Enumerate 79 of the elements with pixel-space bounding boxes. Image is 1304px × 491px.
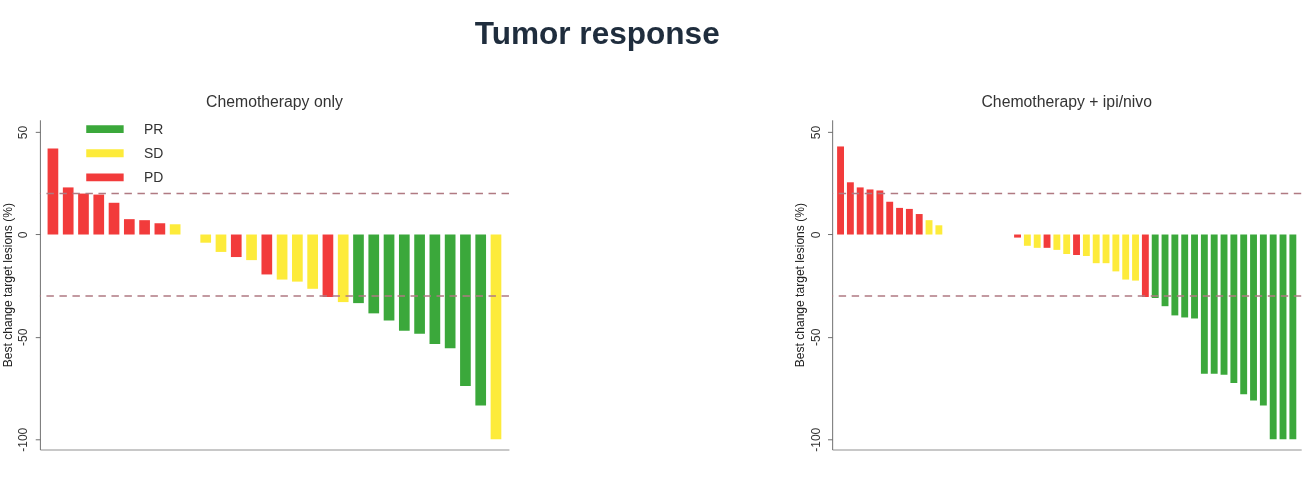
bar: [1073, 234, 1080, 255]
bar: [383, 234, 395, 321]
bar: [905, 208, 913, 235]
bar: [1240, 234, 1248, 395]
bar: [1132, 234, 1139, 281]
bar: [1023, 234, 1031, 246]
bar: [154, 223, 166, 235]
y-tick-label: 50: [808, 125, 823, 140]
bar: [475, 234, 487, 406]
chart-title: Chemotherapy + ipi/nivo: [981, 92, 1153, 110]
bar: [1082, 234, 1090, 257]
y-tick-label: 0: [808, 231, 823, 239]
bar: [837, 146, 844, 235]
bar: [896, 207, 903, 235]
bar: [414, 234, 425, 334]
bar: [307, 234, 318, 289]
bar: [62, 187, 74, 235]
bar: [1112, 234, 1120, 272]
bar: [93, 194, 105, 235]
bar: [925, 220, 933, 235]
bar: [1269, 234, 1277, 440]
bar: [1250, 234, 1257, 401]
bar: [1063, 234, 1071, 254]
bar: [276, 234, 288, 280]
legend-label: PD: [143, 169, 164, 186]
bar: [337, 234, 349, 303]
bar: [460, 234, 471, 387]
bar: [322, 234, 334, 297]
y-tick-label: -100: [808, 427, 823, 452]
bar: [78, 193, 89, 235]
bar: [368, 234, 380, 314]
bar: [1289, 234, 1297, 440]
bar: [1092, 234, 1100, 264]
bar: [398, 234, 410, 331]
bar: [246, 234, 257, 261]
bar: [1200, 234, 1208, 374]
bar: [215, 234, 227, 252]
bar: [1259, 234, 1267, 406]
bar: [1122, 234, 1130, 280]
y-tick-label: -50: [16, 328, 31, 347]
y-tick-label: -100: [16, 427, 31, 452]
chart-title: Chemotherapy only: [206, 92, 343, 110]
bar: [1033, 234, 1041, 248]
y-tick-label: 0: [16, 231, 31, 239]
bar: [1014, 234, 1021, 238]
bar: [846, 182, 854, 235]
bar: [429, 234, 441, 345]
bar: [200, 234, 212, 243]
legend-label: PR: [143, 120, 164, 137]
y-axis-title: Best change target lesions (%): [792, 203, 807, 368]
bar: [108, 202, 120, 235]
bar: [856, 187, 864, 235]
bar: [876, 190, 884, 235]
bar: [139, 220, 150, 235]
y-tick-label: 50: [16, 125, 31, 140]
bar: [1230, 234, 1238, 383]
y-axis-title: Best change target lesions (%): [0, 203, 15, 368]
bar: [169, 224, 181, 235]
text: Tumor response: [474, 14, 720, 51]
bar: [935, 225, 943, 235]
bar: [292, 234, 303, 282]
bar: [1141, 234, 1149, 297]
bar: [886, 201, 894, 235]
bar: [47, 148, 59, 235]
y-tick-label: -50: [808, 328, 823, 347]
bar: [915, 214, 923, 235]
bar: [1151, 234, 1159, 298]
bar: [353, 234, 364, 304]
bar: [261, 234, 273, 275]
bar: [230, 234, 242, 258]
bar: [1053, 234, 1061, 250]
legend-label: SD: [143, 144, 164, 161]
bar: [123, 219, 135, 235]
bar: [1210, 234, 1218, 374]
bar: [490, 234, 502, 440]
bar: [1191, 234, 1198, 319]
bar: [444, 234, 456, 349]
bar: [1171, 234, 1179, 316]
bar: [1181, 234, 1189, 318]
